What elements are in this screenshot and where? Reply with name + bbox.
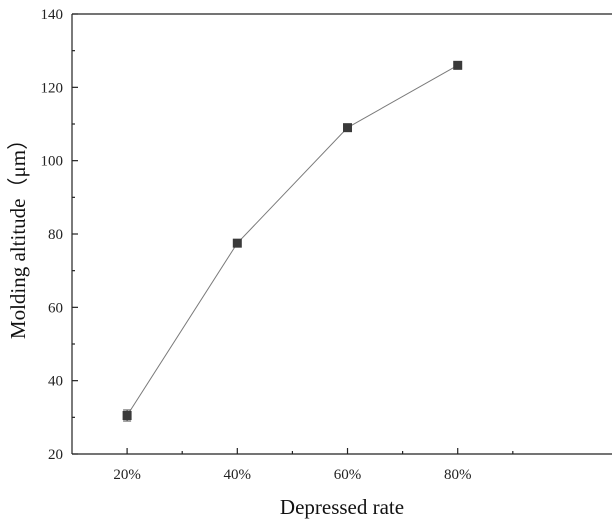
y-axis-ticks: 20 40 60 80 100 120 140 (41, 7, 78, 463)
y-tick-label: 60 (48, 300, 63, 316)
y-tick-label: 140 (41, 7, 64, 23)
plot-frame (71, 13, 612, 455)
x-axis-title: Depressed rate (280, 495, 404, 519)
y-tick-label: 20 (48, 447, 63, 463)
data-point (122, 411, 132, 420)
y-axis-title: Molding altitude（μm） (6, 129, 30, 339)
x-tick-label: 40% (224, 467, 252, 483)
data-point (343, 123, 353, 133)
y-tick-label: 40 (48, 374, 63, 390)
x-tick-label: 80% (444, 467, 472, 483)
series-group (122, 60, 463, 422)
y-tick-label: 80 (48, 227, 63, 243)
data-point (453, 60, 463, 70)
data-point (232, 238, 242, 248)
x-tick-label: 60% (334, 467, 362, 483)
x-axis-ticks: 20% 40% 60% 80% (113, 448, 514, 483)
y-tick-label: 120 (41, 80, 64, 96)
x-tick-label: 20% (113, 467, 141, 483)
y-tick-label: 100 (41, 154, 64, 170)
series-line (126, 64, 458, 416)
